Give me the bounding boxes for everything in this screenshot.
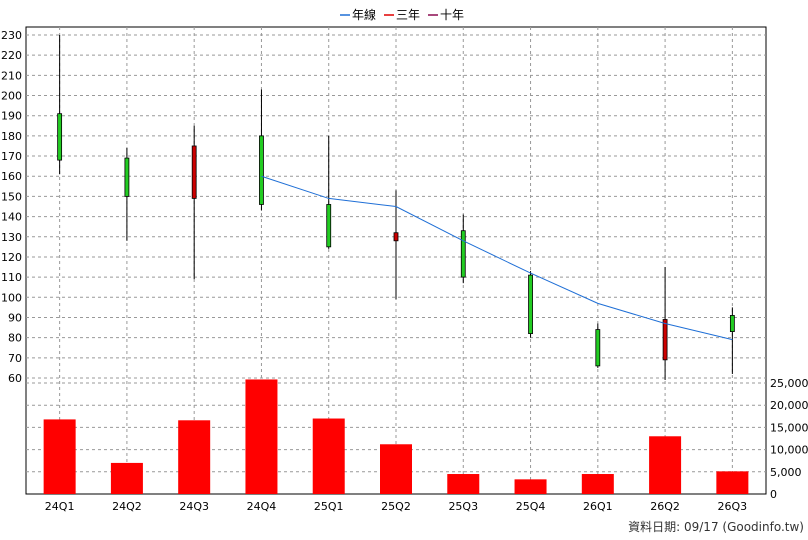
volume-bar — [380, 444, 412, 494]
legend-label: 三年 — [396, 8, 420, 22]
price-tick-label: 150 — [1, 190, 22, 203]
category-tick-label: 24Q3 — [179, 500, 209, 513]
price-tick-label: 130 — [1, 231, 22, 244]
candle-body — [729, 315, 735, 332]
price-tick-label: 140 — [1, 211, 22, 224]
data-date-footer: 資料日期: 09/17 (Goodinfo.tw) — [628, 520, 804, 534]
candle-body — [662, 319, 668, 361]
legend-label: 年線 — [352, 7, 376, 22]
price-tick-label: 110 — [1, 271, 22, 284]
volume-bar — [649, 436, 682, 494]
volume-bar — [312, 418, 345, 494]
category-tick-label: 24Q2 — [112, 500, 142, 513]
category-tick-label: 25Q4 — [516, 500, 546, 513]
candlestick-series — [57, 35, 735, 381]
price-tick-label: 220 — [1, 49, 22, 62]
price-tick-label: 190 — [1, 110, 22, 123]
volume-bar — [43, 419, 76, 494]
volume-bar — [110, 462, 143, 494]
volume-tick-label: 5,000 — [770, 466, 802, 479]
category-tick-label: 26Q3 — [718, 500, 748, 513]
candle-body — [57, 113, 63, 161]
price-tick-label: 170 — [1, 150, 22, 163]
price-tick-label: 60 — [8, 372, 22, 385]
volume-bar — [178, 420, 211, 494]
volume-tick-label: 15,000 — [770, 421, 808, 434]
price-tick-label: 160 — [1, 170, 22, 183]
candle-body — [393, 232, 399, 242]
price-tick-label: 230 — [1, 29, 22, 42]
year-line-series — [261, 175, 733, 341]
candle-body — [259, 135, 264, 205]
category-tick-label: 24Q4 — [247, 500, 277, 513]
category-tick-label: 25Q3 — [448, 500, 478, 513]
price-tick-label: 120 — [1, 251, 22, 264]
volume-tick-label: 10,000 — [770, 444, 808, 457]
price-tick-label: 200 — [1, 90, 22, 103]
category-tick-label: 25Q2 — [381, 500, 411, 513]
chart-legend: 年線 三年 十年 — [340, 7, 464, 22]
price-tick-label: 70 — [8, 352, 22, 365]
legend-label: 十年 — [440, 8, 464, 22]
price-axis-ticks: 60 70 80 90 100 110 120 130 140 150 160 170 180 190 20… — [1, 29, 22, 385]
candle-body — [460, 230, 466, 278]
category-tick-label: 26Q2 — [650, 500, 680, 513]
volume-bar — [514, 479, 547, 494]
price-tick-label: 210 — [1, 69, 22, 82]
category-tick-label: 24Q1 — [45, 500, 75, 513]
category-tick-label: 25Q1 — [314, 500, 344, 513]
category-axis-ticks: 24Q1 24Q2 24Q3 24Q4 25Q1 25Q2 25Q3 25Q4 26Q1 26Q2… — [45, 500, 747, 513]
volume-axis-ticks: 0 5,000 10,000 15,000 20,000 25,000 — [770, 377, 808, 501]
volume-bar — [245, 379, 278, 494]
price-tick-label: 180 — [1, 130, 22, 143]
volume-bar — [581, 474, 614, 494]
candle-body — [528, 274, 533, 335]
price-tick-label: 90 — [8, 311, 22, 324]
category-tick-label: 26Q1 — [583, 500, 613, 513]
candle-body — [191, 145, 197, 199]
price-tick-label: 80 — [8, 332, 22, 345]
volume-tick-label: 25,000 — [770, 377, 808, 390]
volume-bar — [716, 471, 749, 494]
volume-series — [43, 379, 749, 494]
candle-body — [595, 329, 601, 367]
volume-bar — [447, 474, 480, 494]
candle-body — [124, 157, 130, 197]
volume-tick-label: 20,000 — [770, 399, 808, 412]
candle-body — [326, 204, 332, 248]
volume-tick-label: 0 — [770, 488, 777, 501]
price-tick-label: 100 — [1, 291, 22, 304]
